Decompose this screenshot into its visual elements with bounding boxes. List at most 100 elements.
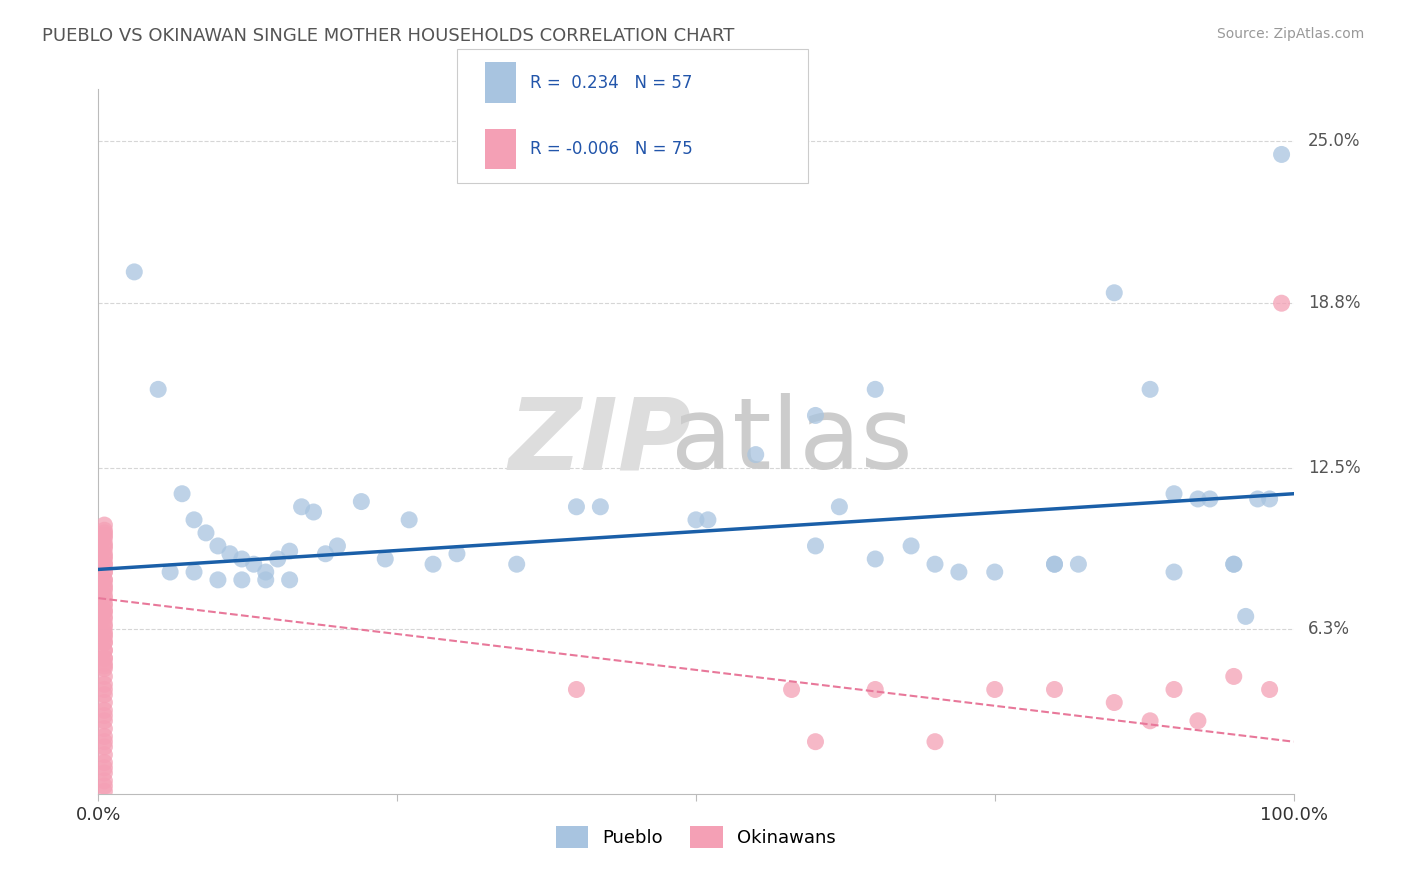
Point [93,651,115,665]
Point [183,513,205,527]
Point [804,409,827,423]
Point [124,265,146,279]
Text: atlas: atlas [671,393,912,490]
Point [93,599,115,613]
Point [948,565,970,579]
Point [1104,696,1126,710]
Point [924,558,946,572]
Point [219,547,242,561]
Point [93,539,115,553]
Point [1187,491,1209,506]
Point [93,552,115,566]
Legend: Pueblo, Okinawans: Pueblo, Okinawans [548,819,844,855]
Point [93,620,115,634]
Point [984,565,1007,579]
Point [398,513,420,527]
Point [93,565,115,579]
Point [1163,487,1185,501]
Point [697,513,720,527]
Point [93,596,115,610]
Point [93,669,115,683]
Point [93,761,115,775]
Point [93,518,115,533]
Point [1247,491,1270,506]
Point [315,547,337,561]
Point [93,643,115,657]
Point [1043,558,1066,572]
Point [93,703,115,717]
Point [93,573,115,587]
Point [745,448,768,462]
Point [804,539,827,553]
Text: R =  0.234   N = 57: R = 0.234 N = 57 [530,73,692,92]
Point [1199,491,1222,506]
Point [1223,558,1246,572]
Text: PUEBLO VS OKINAWAN SINGLE MOTHER HOUSEHOLDS CORRELATION CHART: PUEBLO VS OKINAWAN SINGLE MOTHER HOUSEHO… [42,27,734,45]
Point [1258,491,1281,506]
Point [278,544,301,558]
Point [93,651,115,665]
Point [93,604,115,618]
Point [93,773,115,788]
Point [195,525,218,540]
Point [1163,682,1185,697]
Point [93,779,115,793]
Point [267,552,290,566]
Point [207,539,229,553]
Point [93,730,115,744]
Point [326,539,349,553]
Point [1067,558,1090,572]
Text: 6.3%: 6.3% [1308,621,1350,639]
Point [1043,682,1066,697]
Point [93,617,115,632]
Point [1223,669,1246,683]
Point [93,688,115,702]
Point [148,382,170,396]
Text: R = -0.006   N = 75: R = -0.006 N = 75 [530,140,693,159]
Point [900,539,922,553]
Point [93,714,115,728]
Point [93,784,115,798]
Point [93,628,115,642]
Text: Source: ZipAtlas.com: Source: ZipAtlas.com [1216,27,1364,41]
Point [93,581,115,595]
Point [93,558,115,572]
Point [159,565,181,579]
Point [93,541,115,556]
Point [1187,714,1209,728]
Point [93,573,115,587]
Point [93,528,115,542]
Point [1043,558,1066,572]
Point [93,766,115,780]
Point [984,682,1007,697]
Point [1271,296,1294,310]
Point [278,573,301,587]
Point [804,734,827,748]
Point [350,494,373,508]
Point [93,604,115,618]
Point [1104,285,1126,300]
Point [93,591,115,606]
Point [243,558,266,572]
Point [231,552,253,566]
Point [422,558,444,572]
Point [93,630,115,644]
Text: 18.8%: 18.8% [1308,294,1361,312]
Point [93,659,115,673]
Point [93,682,115,697]
Point [374,552,396,566]
Point [93,662,115,676]
Point [93,747,115,762]
Point [93,589,115,603]
Point [93,696,115,710]
Point [93,565,115,579]
Text: 12.5%: 12.5% [1308,458,1361,476]
Point [1163,565,1185,579]
Text: 25.0%: 25.0% [1308,132,1361,151]
Point [254,565,277,579]
Point [291,500,314,514]
Point [231,573,253,587]
Point [865,382,887,396]
Point [565,500,588,514]
Point [93,643,115,657]
